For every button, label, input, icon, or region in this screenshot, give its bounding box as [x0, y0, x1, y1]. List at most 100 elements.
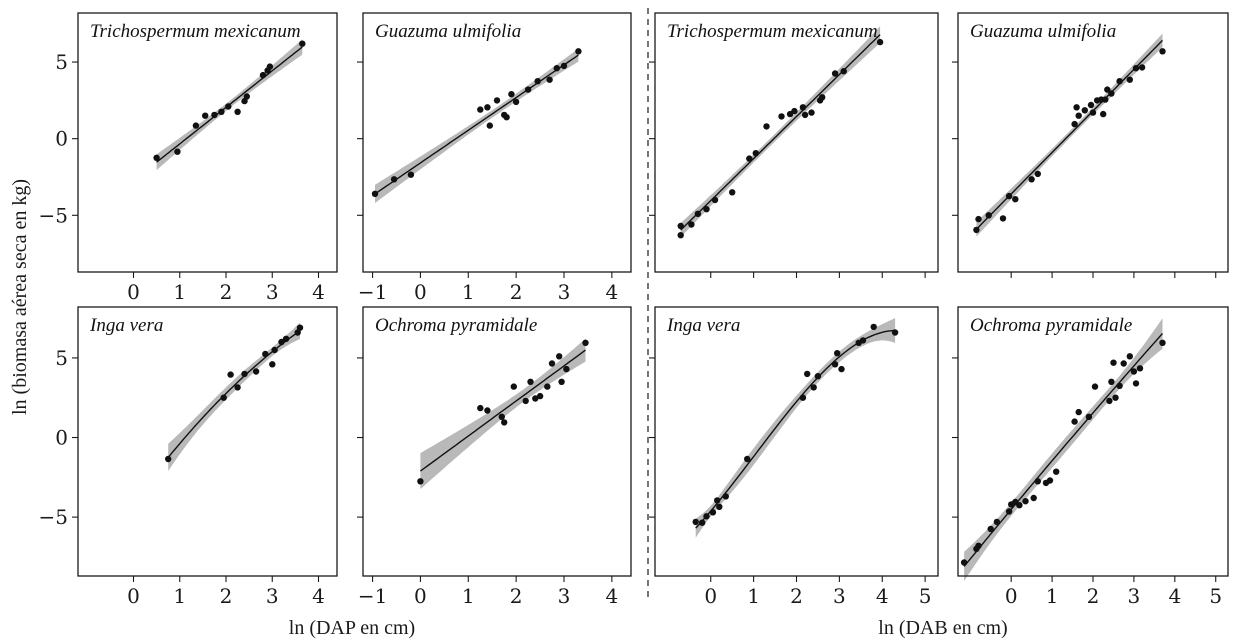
x-tick-label: 3	[1128, 584, 1141, 608]
panel-frame	[957, 12, 1229, 273]
data-point	[548, 360, 556, 367]
data-point	[1089, 109, 1097, 116]
data-point	[522, 397, 529, 405]
data-point	[220, 394, 227, 401]
x-tick-label: 1	[462, 584, 475, 608]
panel-title: Ochroma pyramidale	[970, 315, 1132, 336]
panel-frame	[362, 306, 632, 577]
panel-frame	[362, 12, 632, 273]
data-point	[218, 108, 225, 116]
panels: 0 1 2 3 4 5 0 −5 Trichospermum mexicanum −1 0 1 2 3 4 G…	[39, 12, 1229, 608]
x-tick-label: 4	[312, 280, 325, 304]
data-point	[870, 323, 877, 331]
data-point	[801, 111, 809, 119]
panel-title: Guazuma ulmifolia	[375, 21, 521, 42]
x-axis-label-dap: ln (DAP en cm)	[289, 617, 415, 639]
x-tick-label: 1	[747, 584, 760, 608]
x-tick-label: 4	[312, 584, 325, 608]
data-point	[840, 68, 847, 75]
x-tick-label: 3	[266, 280, 279, 304]
data-point	[544, 383, 551, 390]
data-point	[1073, 104, 1080, 111]
panel-7: 0 1 2 3 4 5 Inga vera	[649, 306, 939, 608]
data-point	[225, 103, 232, 110]
data-point	[1081, 107, 1089, 114]
data-point	[1104, 86, 1111, 93]
panel-1: 0 1 2 3 4 5 0 −5 Trichospermum mexicanum	[39, 12, 338, 304]
data-point	[819, 94, 826, 101]
panel-5: 0 1 2 3 4 5 0 −5 Inga vera	[39, 306, 338, 608]
panel-title: Guazuma ulmifolia	[970, 21, 1116, 42]
data-point	[1112, 394, 1119, 401]
panel-frame	[654, 306, 939, 577]
data-point	[838, 365, 845, 373]
y-tick-label: 0	[55, 127, 68, 151]
y-tick-label: 5	[55, 50, 68, 74]
panel-8: 0 1 2 3 4 5 Ochroma pyramidale	[952, 306, 1229, 608]
data-point	[1071, 418, 1078, 425]
data-point	[1087, 101, 1095, 109]
data-point	[252, 368, 260, 375]
data-point	[688, 221, 695, 228]
data-point	[241, 370, 248, 378]
data-point	[524, 86, 532, 93]
data-point	[1012, 196, 1019, 203]
data-point	[677, 222, 684, 230]
x-tick-label: 0	[127, 280, 140, 304]
x-tick-label: 2	[510, 280, 523, 304]
panel-title: Trichospermum mexicanum	[90, 21, 301, 42]
x-tick-label: 0	[127, 584, 140, 608]
data-point	[716, 503, 723, 510]
data-point	[503, 114, 510, 121]
data-point	[891, 329, 899, 336]
fit-line	[419, 349, 586, 472]
data-point	[501, 419, 508, 426]
data-point	[546, 76, 553, 83]
data-point	[563, 365, 570, 373]
data-point	[752, 150, 759, 157]
fit-line	[167, 330, 301, 458]
x-tick-label: 3	[558, 280, 571, 304]
data-point	[1053, 468, 1060, 475]
data-point	[831, 361, 839, 368]
data-point	[729, 189, 736, 196]
data-point	[299, 40, 306, 47]
y-tick-label: 5	[55, 346, 68, 370]
data-point	[278, 338, 285, 346]
data-point	[407, 171, 415, 178]
data-point	[1126, 353, 1134, 360]
data-point	[810, 384, 817, 391]
data-point	[1005, 508, 1013, 515]
x-tick-label: 2	[220, 280, 233, 304]
x-tick-label: 4	[605, 280, 618, 304]
data-point	[234, 384, 241, 391]
data-point	[262, 350, 269, 358]
data-point	[692, 518, 699, 526]
x-tick-label: 5	[919, 584, 932, 608]
data-point	[165, 455, 172, 463]
data-point	[1126, 76, 1134, 83]
data-point	[510, 383, 517, 390]
x-tick-label: 0	[414, 584, 427, 608]
x-tick-label: 2	[1087, 584, 1100, 608]
data-point	[271, 346, 278, 354]
data-point	[174, 148, 181, 155]
y-axis-label: ln (biomasa aérea seca en kg)	[9, 179, 31, 415]
data-point	[484, 104, 491, 111]
panel-frame	[77, 12, 338, 273]
confidence-band	[375, 48, 579, 203]
y-tick-label: −5	[39, 203, 68, 227]
data-point	[294, 329, 301, 336]
data-point	[153, 154, 160, 161]
x-tick-label: 2	[510, 584, 523, 608]
data-point	[536, 392, 544, 400]
data-point	[243, 93, 250, 100]
x-tick-label: −1	[358, 584, 387, 608]
data-point	[1022, 498, 1029, 505]
panel-title: Inga vera	[89, 315, 163, 336]
data-point	[259, 71, 267, 79]
data-point	[876, 38, 884, 46]
data-point	[831, 70, 839, 77]
data-point	[778, 113, 785, 120]
x-tick-label: 3	[558, 584, 571, 608]
